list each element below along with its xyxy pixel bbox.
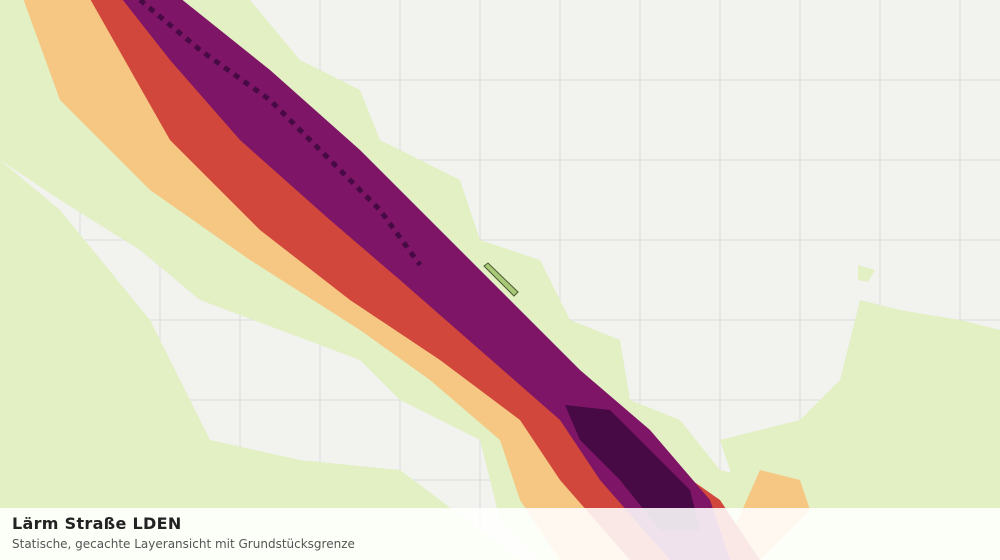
noise-band-70 xyxy=(565,405,700,530)
layer-subtitle: Statische, gecachte Layeransicht mit Gru… xyxy=(12,537,355,551)
legend-panel: Lärm Straße LDEN Statische, gecachte Lay… xyxy=(0,508,1000,560)
parcel-boundary xyxy=(483,262,519,297)
road-line xyxy=(138,0,423,267)
layer-title: Lärm Straße LDEN xyxy=(12,514,182,533)
